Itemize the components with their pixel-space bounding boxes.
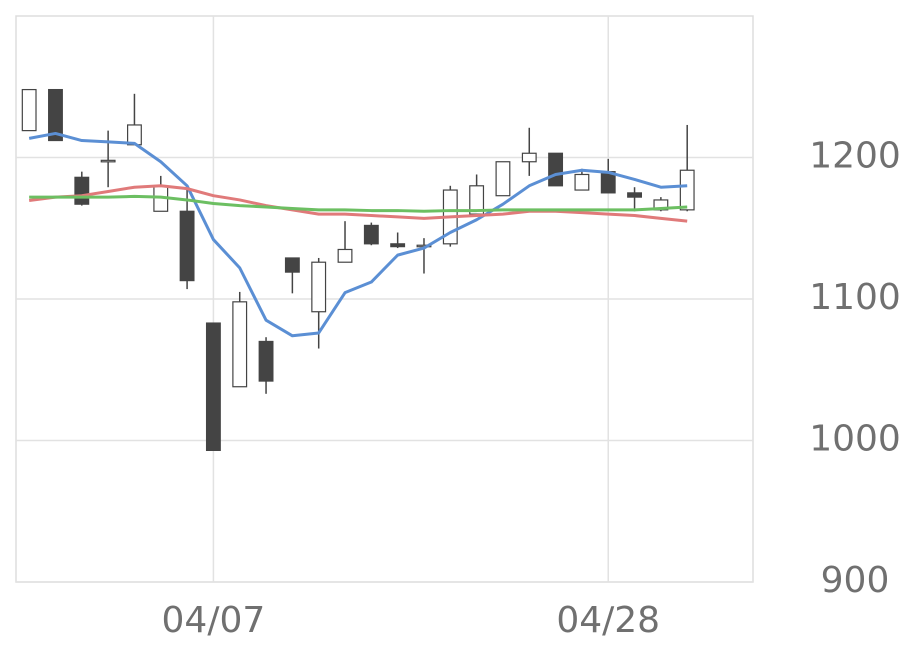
candle-body [495,161,511,197]
candle-body [548,152,564,187]
candle-body [48,88,63,142]
candle-body [74,176,90,205]
candle-body [574,173,590,191]
x-tick-label: 04/28 [556,600,660,641]
y-tick-label: 900 [821,560,890,601]
moving-average-line [28,131,688,338]
candle-body [100,159,116,163]
candle-body [258,340,274,382]
candle-body [521,152,537,163]
candle-body [337,248,353,263]
moving-average-line [28,184,688,223]
candle-body [284,257,300,273]
candle-body [363,224,379,245]
candle-body [627,192,642,198]
candle-body [311,261,327,313]
x-tick-label: 04/07 [162,600,266,641]
candle-body [232,301,248,388]
candle-body [179,210,195,282]
candle-body [390,243,406,248]
candle-body [205,322,221,452]
y-tick-label: 1100 [809,277,901,318]
candle-body [21,88,37,132]
candle-body [679,169,695,211]
y-tick-label: 1000 [809,419,901,460]
moving-average-line [29,194,688,213]
y-tick-label: 1200 [809,136,901,177]
